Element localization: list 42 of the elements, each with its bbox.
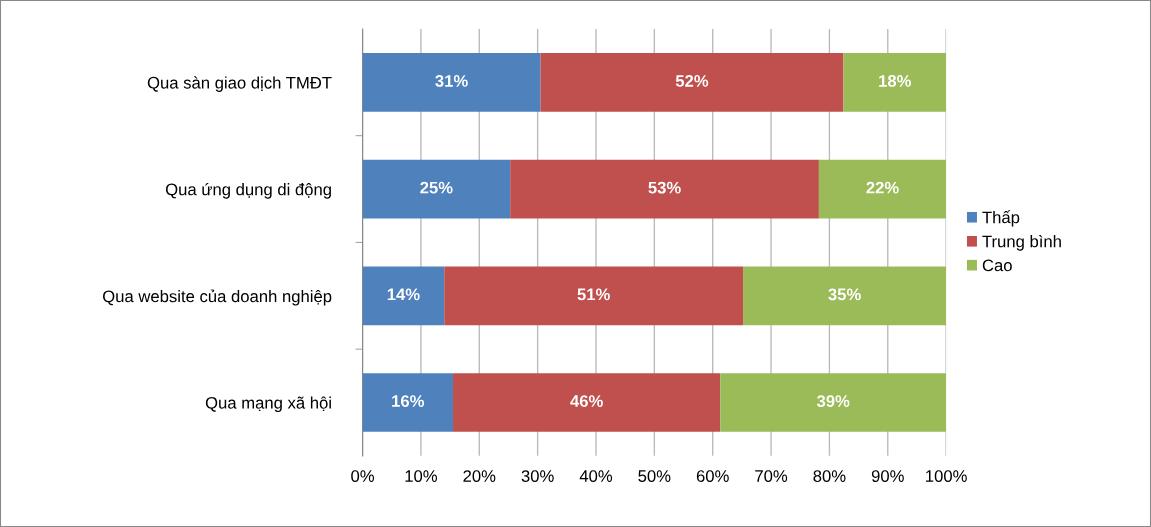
x-tick-label: 40% <box>579 470 613 482</box>
y-tick-label: Qua mạng xã hội <box>205 396 331 413</box>
bar <box>818 159 947 219</box>
x-tick-label: 0% <box>351 470 375 482</box>
data-label: 51% <box>577 288 610 301</box>
x-tick-label: 70% <box>755 470 788 482</box>
bar <box>453 373 721 432</box>
y-tick-label: Qua sàn giao dịch TMĐT <box>147 76 332 92</box>
y-tick-label: Qua website của doanh nghiệp <box>103 289 332 306</box>
bar <box>362 159 511 219</box>
x-tick-label: 100% <box>926 470 967 482</box>
data-label: 25% <box>420 181 453 194</box>
legend-label: Cao <box>982 259 1012 272</box>
legend-label: Trung bình <box>982 234 1061 251</box>
y-tick-label: Qua ứng dụng di động <box>165 182 331 199</box>
data-label: 14% <box>387 288 420 301</box>
legend-label: Thấp <box>982 210 1020 227</box>
bar <box>743 266 947 326</box>
data-label: 18% <box>879 75 912 87</box>
bar <box>540 53 844 112</box>
x-tick-label: 10% <box>405 470 438 482</box>
bar <box>444 266 744 326</box>
data-label: 22% <box>866 181 899 194</box>
data-label: 52% <box>675 75 709 87</box>
data-label: 53% <box>648 181 681 194</box>
bar <box>362 53 541 112</box>
x-tick-label: 30% <box>521 470 554 482</box>
x-tick-label: 80% <box>813 470 846 482</box>
data-label: 39% <box>816 395 850 407</box>
data-label: 35% <box>828 288 861 301</box>
x-tick-label: 50% <box>638 470 671 482</box>
data-label: 31% <box>435 75 468 87</box>
bar <box>720 373 947 432</box>
x-tick-label: 20% <box>463 470 496 482</box>
x-tick-label: 60% <box>696 470 729 482</box>
bar <box>510 159 819 219</box>
x-tick-label: 90% <box>871 470 904 482</box>
bar <box>362 266 445 326</box>
data-label: 46% <box>570 395 603 407</box>
bar <box>843 53 947 112</box>
data-label: 16% <box>392 395 425 407</box>
bar <box>362 373 454 432</box>
